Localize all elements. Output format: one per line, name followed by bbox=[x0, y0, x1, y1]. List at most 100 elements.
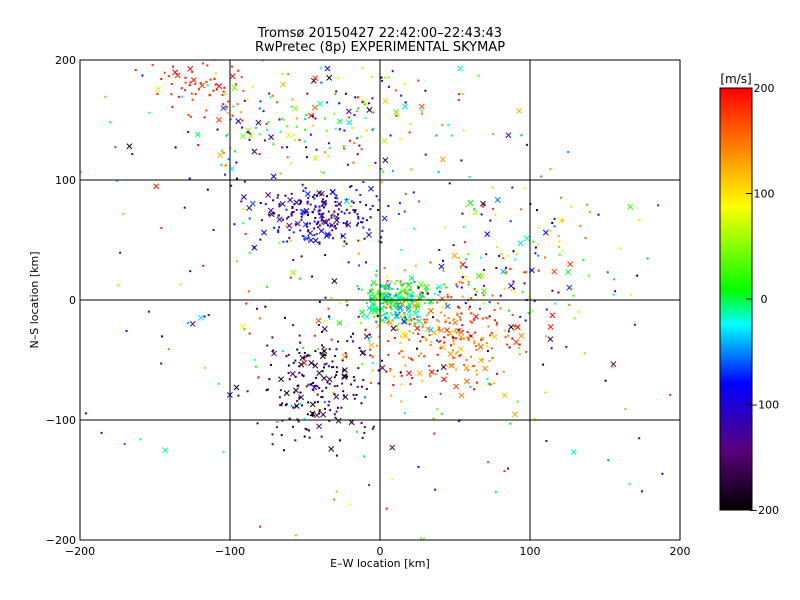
data-point bbox=[604, 379, 607, 382]
data-point-x bbox=[216, 83, 223, 90]
data-point bbox=[303, 351, 306, 354]
data-point-x bbox=[438, 263, 445, 270]
data-point bbox=[570, 205, 573, 208]
data-point bbox=[279, 404, 282, 407]
data-point bbox=[258, 107, 261, 110]
data-point bbox=[353, 211, 356, 214]
data-point bbox=[460, 159, 463, 162]
data-point bbox=[202, 264, 205, 267]
data-point bbox=[398, 292, 401, 295]
data-point bbox=[492, 133, 495, 136]
data-point bbox=[376, 293, 379, 296]
data-point bbox=[388, 296, 391, 299]
data-point bbox=[573, 317, 576, 320]
data-point-x bbox=[694, 156, 699, 161]
data-point bbox=[342, 394, 345, 397]
data-point bbox=[387, 353, 390, 356]
data-point bbox=[357, 107, 360, 110]
data-point-x bbox=[566, 284, 573, 291]
data-point bbox=[362, 217, 365, 220]
data-point bbox=[527, 312, 530, 315]
data-point bbox=[212, 229, 215, 232]
data-point bbox=[495, 267, 498, 270]
data-point bbox=[369, 289, 372, 292]
data-point bbox=[288, 236, 291, 239]
data-point bbox=[368, 311, 371, 314]
data-point bbox=[408, 323, 411, 326]
data-point-x bbox=[381, 137, 388, 144]
data-point bbox=[292, 361, 295, 364]
data-point bbox=[188, 84, 191, 87]
data-point bbox=[286, 146, 289, 149]
data-point bbox=[348, 139, 351, 142]
data-point bbox=[419, 291, 422, 294]
data-point bbox=[298, 351, 301, 354]
data-point bbox=[278, 203, 281, 206]
data-point bbox=[203, 315, 206, 318]
data-point bbox=[251, 85, 254, 88]
data-point bbox=[549, 167, 552, 170]
data-point bbox=[443, 336, 446, 339]
data-point bbox=[425, 339, 428, 342]
data-point bbox=[457, 19, 459, 21]
data-point bbox=[286, 125, 289, 128]
data-point bbox=[199, 82, 202, 85]
data-point bbox=[16, 172, 18, 174]
data-point bbox=[396, 328, 399, 331]
data-point bbox=[380, 181, 383, 184]
data-point bbox=[296, 385, 299, 388]
data-point bbox=[318, 300, 321, 303]
data-point bbox=[268, 92, 271, 95]
data-point bbox=[335, 370, 338, 373]
data-point bbox=[222, 451, 225, 454]
data-point bbox=[177, 95, 180, 98]
data-point bbox=[306, 92, 309, 95]
data-point bbox=[194, 93, 197, 96]
data-point bbox=[362, 379, 365, 382]
data-point bbox=[393, 315, 396, 318]
data-point bbox=[335, 216, 338, 219]
data-point bbox=[321, 204, 324, 207]
data-point bbox=[237, 69, 240, 72]
data-point bbox=[314, 205, 317, 208]
data-point-x bbox=[438, 327, 445, 334]
data-point bbox=[320, 170, 323, 173]
data-point bbox=[334, 196, 337, 199]
data-point bbox=[288, 378, 291, 381]
data-point-x bbox=[321, 375, 328, 382]
data-point-x bbox=[172, 69, 179, 76]
data-point bbox=[318, 213, 321, 216]
data-point bbox=[415, 305, 418, 308]
data-point-x bbox=[411, 302, 418, 309]
data-point bbox=[518, 353, 521, 356]
data-point bbox=[292, 259, 295, 262]
data-point bbox=[281, 419, 284, 422]
data-point bbox=[491, 186, 494, 189]
data-point bbox=[371, 128, 374, 131]
data-point bbox=[429, 343, 432, 346]
data-point bbox=[458, 306, 461, 309]
data-point bbox=[370, 291, 373, 294]
data-point bbox=[246, 131, 249, 134]
data-point bbox=[321, 212, 324, 215]
data-point bbox=[301, 235, 304, 238]
data-point bbox=[507, 334, 510, 337]
data-point-x bbox=[408, 274, 415, 281]
data-point bbox=[436, 353, 439, 356]
data-point bbox=[409, 313, 412, 316]
data-point bbox=[436, 408, 439, 411]
data-point-x bbox=[542, 229, 549, 236]
data-point-x bbox=[448, 362, 455, 369]
data-point bbox=[365, 204, 368, 207]
data-point bbox=[356, 385, 359, 388]
data-point bbox=[469, 385, 472, 388]
data-point bbox=[331, 360, 334, 363]
data-point bbox=[452, 244, 455, 247]
data-point-x bbox=[276, 216, 283, 223]
data-point bbox=[353, 379, 356, 382]
data-point bbox=[320, 219, 323, 222]
data-point bbox=[333, 210, 336, 213]
data-point bbox=[320, 217, 323, 220]
data-point bbox=[405, 306, 408, 309]
data-point bbox=[383, 297, 386, 300]
